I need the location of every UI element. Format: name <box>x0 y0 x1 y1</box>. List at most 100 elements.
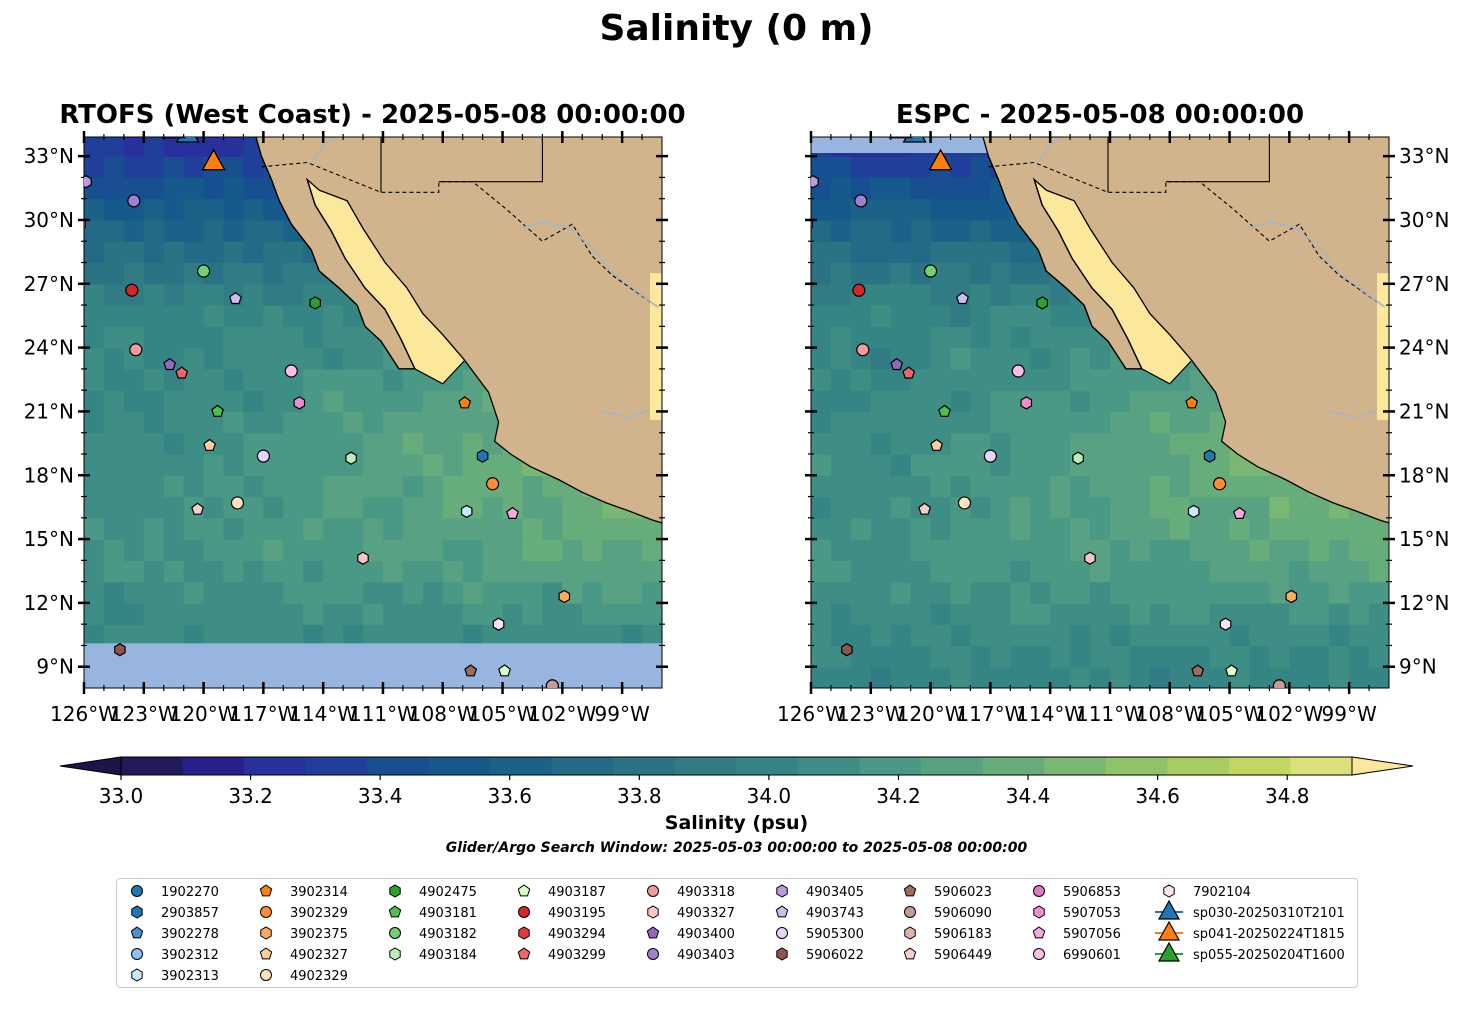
salinity-cell <box>1189 475 1211 498</box>
lat-tick-label: 24°N <box>1399 336 1449 360</box>
salinity-cell <box>1070 560 1091 583</box>
salinity-cell <box>203 305 225 327</box>
legend-marker <box>775 905 789 918</box>
salinity-cell <box>1209 645 1231 668</box>
lon-tick-label: 111°W <box>349 702 417 726</box>
salinity-cell <box>482 517 504 540</box>
salinity-cell <box>323 283 344 306</box>
legend-entry: 3902314 <box>259 884 348 900</box>
salinity-cell <box>123 624 145 647</box>
salinity-cell <box>123 432 145 455</box>
salinity-cell <box>103 411 125 434</box>
salinity-cell <box>243 517 264 540</box>
salinity-cell <box>830 581 852 604</box>
salinity-cell <box>890 411 912 434</box>
salinity-cell <box>243 602 264 625</box>
salinity-cell <box>1110 390 1131 413</box>
salinity-cell <box>203 241 225 264</box>
salinity-cell <box>850 156 872 178</box>
legend-marker <box>389 947 401 961</box>
salinity-cell <box>950 262 971 285</box>
salinity-cell <box>283 496 304 519</box>
salinity-cell <box>910 156 932 178</box>
salinity-cell <box>582 560 603 583</box>
salinity-cell <box>163 624 185 647</box>
salinity-cell <box>1129 602 1151 625</box>
salinity-cell <box>1110 645 1131 668</box>
salinity-cell <box>1030 347 1051 370</box>
salinity-cell <box>1309 496 1330 519</box>
legend-label: 4903405 <box>806 885 864 900</box>
salinity-cell <box>870 390 892 413</box>
salinity-cell <box>930 241 952 264</box>
salinity-cell <box>183 368 205 391</box>
salinity-cell <box>1010 411 1031 434</box>
salinity-cell <box>1369 581 1389 604</box>
salinity-cell <box>123 390 145 413</box>
salinity-cell <box>622 517 643 540</box>
salinity-cell <box>223 581 244 604</box>
salinity-cell <box>462 411 484 434</box>
legend-label: 5906090 <box>934 906 992 921</box>
salinity-cell <box>84 432 105 455</box>
salinity-cell <box>1050 645 1071 668</box>
float-5906449 <box>191 502 205 515</box>
legend-marker <box>903 947 917 960</box>
colorbar-tick-label: 33.6 <box>487 784 532 808</box>
salinity-cell <box>103 198 125 221</box>
salinity-cell <box>103 241 125 264</box>
colorbar-tick-label: 33.8 <box>617 784 662 808</box>
salinity-cell <box>183 411 205 434</box>
float-4903299 <box>902 366 916 379</box>
salinity-cell <box>1010 432 1031 455</box>
salinity-cell <box>1149 517 1171 540</box>
legend-entry: 4903318 <box>647 885 735 900</box>
float-5906022 <box>114 643 126 657</box>
salinity-cell <box>830 262 852 285</box>
legend-entry: 5906022 <box>776 947 864 963</box>
salinity-cell <box>1169 645 1191 668</box>
salinity-cell <box>1169 560 1191 583</box>
salinity-cell <box>203 347 225 370</box>
salinity-cell <box>1030 390 1051 413</box>
salinity-cell <box>263 602 284 625</box>
glider-sp041-20250224T1815 <box>928 148 953 171</box>
salinity-cell <box>850 326 872 349</box>
legend-entry: 5905300 <box>776 927 864 942</box>
salinity-cell <box>1110 517 1131 540</box>
salinity-cell <box>890 156 912 178</box>
salinity-cell <box>990 602 1011 625</box>
colorbar-bin <box>182 757 245 775</box>
salinity-cell <box>84 326 105 349</box>
salinity-cell <box>283 581 304 604</box>
salinity-cell <box>283 411 304 434</box>
legend-entry: 4902327 <box>259 947 348 963</box>
legend: 1902270 2903857 3902278 3902312 3902313 39023… <box>116 878 1358 988</box>
salinity-cell <box>402 368 424 391</box>
colorbar-bin <box>1228 757 1291 775</box>
float-4902329 <box>230 496 245 510</box>
salinity-cell <box>970 624 991 647</box>
salinity-cell <box>1209 560 1231 583</box>
legend-entry: 3902375 <box>260 926 348 942</box>
salinity-cell <box>562 602 583 625</box>
salinity-cell <box>1050 539 1071 561</box>
salinity-cell <box>1209 539 1231 561</box>
legend-marker <box>260 969 272 981</box>
salinity-cell <box>1169 390 1191 413</box>
salinity-cell <box>990 560 1011 583</box>
salinity-cell <box>283 432 304 455</box>
lon-tick-label: 120°W <box>897 702 965 726</box>
legend-entry: 5906023 <box>903 884 992 900</box>
lon-tick-label: 99°W <box>595 702 650 726</box>
salinity-cell <box>1129 496 1151 519</box>
salinity-cell <box>990 539 1011 561</box>
lat-tick-label: 30°N <box>24 208 74 232</box>
salinity-cell <box>950 539 971 561</box>
lon-tick-label: 120°W <box>170 702 238 726</box>
salinity-cell <box>323 624 344 647</box>
salinity-cell <box>203 560 225 583</box>
salinity-cell <box>442 602 464 625</box>
legend-entry: 3902312 <box>131 948 219 963</box>
